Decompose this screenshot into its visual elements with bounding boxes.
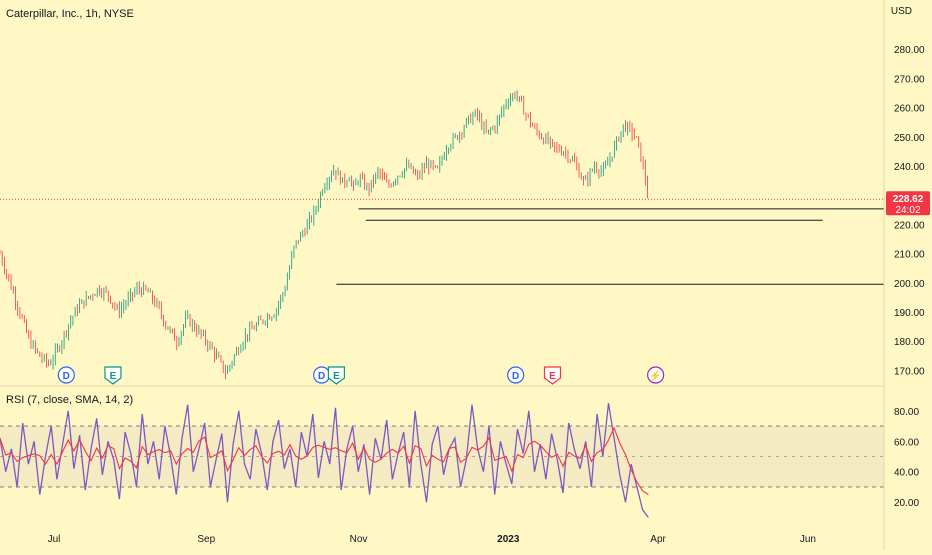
time-axis[interactable]: Jul Sep Nov 2023 Apr Jun [48, 534, 816, 545]
event-label: D [63, 371, 70, 382]
event-label: E [549, 371, 556, 382]
event-marker[interactable]: E [543, 366, 562, 385]
last-price-value: 228.62 [893, 194, 924, 205]
earnings-icon [543, 366, 562, 385]
price-tick-label: 250.00 [894, 133, 925, 144]
event-label: E [110, 371, 117, 382]
event-marker[interactable]: E [104, 366, 122, 385]
price-tick-label: 260.00 [894, 104, 925, 115]
price-tick-label: 280.00 [894, 45, 925, 56]
rsi-line [0, 403, 649, 518]
rsi-tick-label: 40.00 [894, 468, 919, 479]
event-marker[interactable]: D [57, 366, 75, 384]
earnings-icon [104, 366, 122, 385]
chart-title[interactable]: Caterpillar, Inc., 1h, NYSE [6, 8, 134, 20]
price-tick-label: 170.00 [894, 366, 925, 377]
event-markers[interactable]: D E D E D E ⚡ [57, 366, 665, 385]
event-label: D [512, 371, 519, 382]
time-tick-label: Jul [48, 534, 61, 545]
price-tick-label: 270.00 [894, 74, 925, 85]
price-tick-label: 180.00 [894, 337, 925, 348]
event-label: D [318, 371, 325, 382]
last-price-countdown: 24:02 [895, 205, 920, 216]
dividend-icon [57, 366, 75, 384]
price-tick-label: 190.00 [894, 308, 925, 319]
event-label: E [333, 371, 340, 382]
time-tick-label: 2023 [497, 534, 520, 545]
event-marker[interactable]: ⚡ [647, 366, 665, 384]
time-tick-label: Apr [650, 534, 666, 545]
price-tick-label: 240.00 [894, 162, 925, 173]
candles [0, 90, 648, 380]
rsi-tick-label: 60.00 [894, 437, 919, 448]
event-marker[interactable]: D [313, 366, 331, 384]
event-marker[interactable]: E [327, 366, 346, 385]
rsi-tick-label: 80.00 [894, 407, 919, 418]
last-price-badge [886, 191, 930, 216]
event-label: ⚡ [649, 369, 661, 382]
rsi-tick-label: 20.00 [894, 498, 919, 509]
event-marker[interactable]: D [507, 366, 525, 384]
time-tick-label: Jun [800, 534, 816, 545]
horizontal-lines[interactable] [336, 208, 884, 285]
currency-label: USD [890, 6, 912, 17]
price-tick-label: 220.00 [894, 220, 925, 231]
price-tick-label: 210.00 [894, 250, 925, 261]
rsi-lines [0, 403, 649, 518]
price-tick-label: 200.00 [894, 279, 925, 290]
rsi-title[interactable]: RSI (7, close, SMA, 14, 2) [6, 394, 134, 406]
dividend-icon [507, 366, 525, 384]
split-icon [647, 366, 665, 384]
time-tick-label: Sep [197, 534, 215, 545]
earnings-icon [327, 366, 346, 385]
time-tick-label: Nov [350, 534, 368, 545]
rsi-axis[interactable]: 80.00 60.00 40.00 20.00 [894, 407, 919, 509]
rsi-sma-line [0, 426, 649, 496]
